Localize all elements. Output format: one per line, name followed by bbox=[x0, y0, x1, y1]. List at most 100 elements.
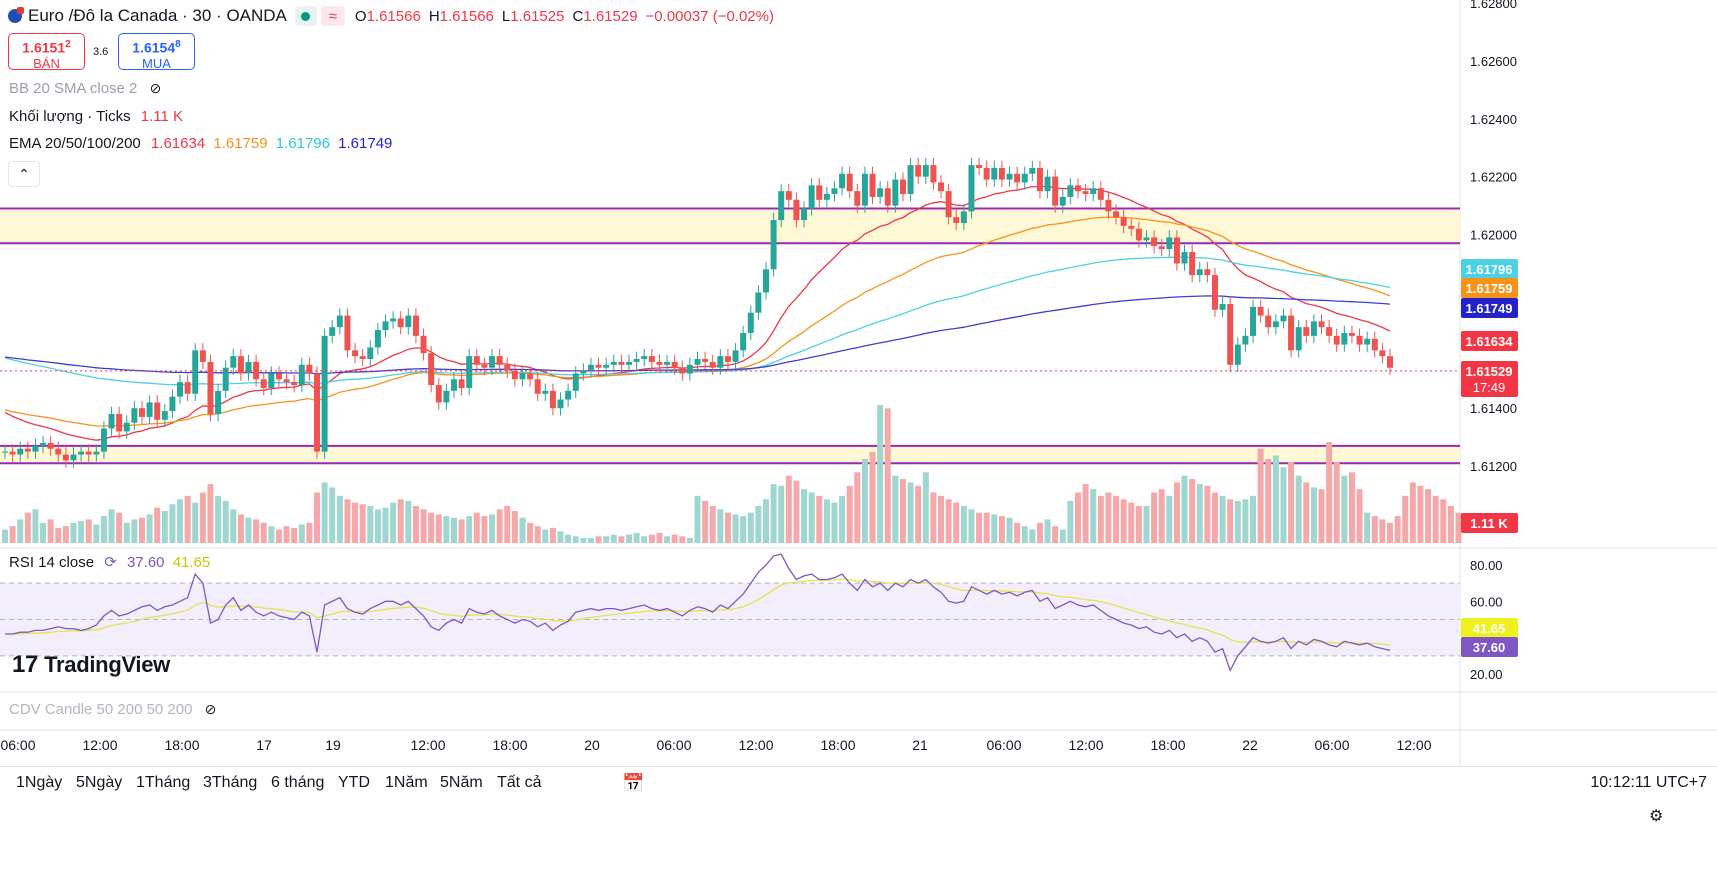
candle-body bbox=[321, 335, 328, 452]
eye-hidden-icon[interactable]: ⊘ bbox=[204, 701, 217, 717]
market-open-icon[interactable] bbox=[294, 6, 317, 26]
volume-bar bbox=[1166, 495, 1173, 543]
volume-bar bbox=[1082, 484, 1089, 543]
range-button[interactable]: Tất cả bbox=[497, 774, 542, 791]
candle-body bbox=[968, 165, 975, 212]
range-button[interactable]: 1Năm bbox=[385, 774, 428, 791]
eye-hidden-icon[interactable]: ⊘ bbox=[149, 80, 162, 96]
volume-bar bbox=[1379, 519, 1386, 543]
range-button[interactable]: 1Tháng bbox=[136, 774, 191, 791]
candle-body bbox=[1288, 315, 1295, 351]
volume-bar bbox=[1143, 505, 1150, 543]
rsi-legend[interactable]: RSI 14 close ⟳ 37.60 41.65 bbox=[9, 553, 210, 571]
time-tick-label: 18:00 bbox=[492, 737, 527, 753]
candle-body bbox=[473, 356, 480, 365]
rsi-tick-label: 60.00 bbox=[1470, 594, 1503, 609]
sell-price-pip: 2 bbox=[65, 39, 71, 50]
candle-body bbox=[1181, 251, 1188, 264]
sell-button[interactable]: 1.61512 BÁN bbox=[8, 33, 85, 71]
gear-icon[interactable]: ⚙ bbox=[1649, 808, 1664, 825]
range-button[interactable]: 5Năm bbox=[440, 774, 483, 791]
volume-bar bbox=[215, 495, 222, 543]
symbol-title[interactable]: Euro /Đô la Canada · 30 · OANDA bbox=[28, 6, 287, 25]
volume-bar bbox=[253, 519, 260, 543]
tv-logo-icon: 17 bbox=[12, 651, 39, 678]
candle-body bbox=[527, 373, 534, 380]
candle-body bbox=[390, 318, 397, 322]
ema-legend[interactable]: EMA 20/50/100/200 1.61634 1.61759 1.6179… bbox=[9, 135, 392, 152]
candle-body bbox=[1059, 196, 1066, 206]
candle-body bbox=[1364, 338, 1371, 345]
volume-bar bbox=[131, 519, 138, 543]
volume-bar bbox=[473, 512, 480, 543]
buy-button[interactable]: 1.61548 MUA bbox=[118, 33, 195, 71]
volume-bar bbox=[854, 472, 861, 543]
candle-body bbox=[1265, 315, 1272, 328]
collapse-legend-button[interactable]: ⌃ bbox=[8, 161, 40, 187]
volume-bar bbox=[1113, 495, 1120, 543]
time-tick-label: 06:00 bbox=[0, 737, 35, 753]
candle-body bbox=[755, 292, 762, 313]
candle-body bbox=[1211, 275, 1218, 310]
volume-bar bbox=[222, 500, 229, 543]
range-button[interactable]: 3Tháng bbox=[203, 774, 258, 791]
candle-body bbox=[306, 364, 313, 374]
volume-bar bbox=[1227, 499, 1234, 543]
bb-legend[interactable]: BB 20 SMA close 2 ⊘ bbox=[9, 80, 161, 97]
cdv-legend[interactable]: CDV Candle 50 200 50 200 ⊘ bbox=[9, 701, 216, 718]
candle-body bbox=[458, 379, 465, 388]
volume-bar bbox=[306, 522, 313, 543]
volume-bar bbox=[329, 487, 336, 543]
price-tick-label: 1.62200 bbox=[1470, 170, 1517, 185]
calendar-goto-icon[interactable]: 📅 bbox=[622, 773, 645, 793]
volume-bar bbox=[230, 509, 237, 543]
volume-bar bbox=[78, 521, 85, 543]
candle-body bbox=[778, 191, 785, 221]
volume-bar bbox=[1135, 505, 1142, 543]
volume-bar bbox=[123, 522, 130, 543]
candle-body bbox=[801, 208, 808, 221]
wave-icon[interactable]: ≈ bbox=[320, 6, 345, 26]
volume-bar bbox=[1402, 495, 1409, 543]
candle-body bbox=[519, 373, 526, 380]
ohlc-key: C bbox=[572, 7, 584, 25]
volume-bar bbox=[877, 405, 884, 543]
volume-bar bbox=[595, 536, 602, 543]
range-button[interactable]: 6 tháng bbox=[271, 774, 325, 791]
volume-bar bbox=[1341, 475, 1348, 543]
candle-body bbox=[922, 165, 929, 177]
volume-bar bbox=[1394, 516, 1401, 543]
candle-body bbox=[138, 408, 145, 417]
candle-body bbox=[618, 361, 625, 365]
clock[interactable]: 10:12:11 UTC+7 bbox=[1590, 774, 1707, 791]
volume-bar bbox=[762, 499, 769, 543]
volume-bar bbox=[1029, 529, 1036, 543]
volume-bar bbox=[694, 495, 701, 543]
volume-bar bbox=[557, 531, 564, 543]
range-button[interactable]: 1Ngày bbox=[16, 774, 63, 791]
candle-body bbox=[854, 191, 861, 206]
volume-bar bbox=[1014, 522, 1021, 543]
candle-body bbox=[1151, 237, 1158, 247]
refresh-icon[interactable]: ⟳ bbox=[104, 554, 117, 571]
candle-body bbox=[1318, 321, 1325, 328]
candle-body bbox=[641, 356, 648, 360]
candle-body bbox=[2, 451, 8, 453]
candle-body bbox=[443, 390, 450, 403]
price-tick-label: 1.62400 bbox=[1470, 112, 1517, 127]
volume-legend[interactable]: Khối lượng · Ticks 1.11 K bbox=[9, 108, 183, 125]
ema20-tag-bg bbox=[1461, 331, 1518, 351]
candle-body bbox=[732, 350, 739, 362]
volume-bar bbox=[1090, 489, 1097, 543]
range-button[interactable]: 5Ngày bbox=[76, 774, 123, 791]
volume-bar bbox=[17, 519, 24, 543]
volume-bar bbox=[587, 537, 594, 543]
candle-body bbox=[481, 364, 488, 368]
ema200-tag-bg bbox=[1461, 298, 1518, 318]
volume-bar bbox=[1326, 442, 1333, 543]
candle-body bbox=[747, 312, 754, 333]
candle-body bbox=[861, 173, 868, 206]
volume-bar bbox=[1387, 522, 1393, 543]
range-button[interactable]: YTD bbox=[338, 774, 370, 791]
